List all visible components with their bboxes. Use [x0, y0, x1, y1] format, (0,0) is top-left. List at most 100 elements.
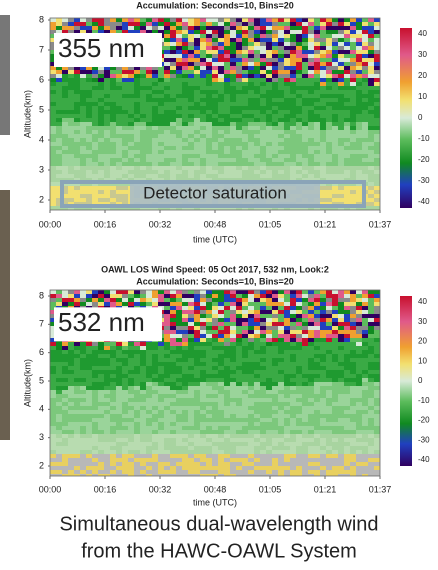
heatmap-cell: [212, 458, 218, 462]
heatmap-cell: [254, 98, 260, 102]
heatmap-cell: [206, 322, 212, 326]
heatmap-cell: [290, 294, 296, 298]
heatmap-cell: [230, 406, 236, 410]
heatmap-cell: [86, 298, 92, 302]
heatmap-cell: [296, 166, 302, 170]
heatmap-cell: [194, 430, 200, 434]
heatmap-cell: [296, 310, 302, 314]
heatmap-cell: [104, 26, 110, 30]
heatmap-cell: [350, 34, 356, 38]
heatmap-cell: [152, 74, 158, 78]
heatmap-cell: [206, 18, 212, 22]
heatmap-cell: [122, 406, 128, 410]
heatmap-cell: [188, 166, 194, 170]
heatmap-cell: [116, 370, 122, 374]
heatmap-cell: [254, 74, 260, 78]
heatmap-cell: [284, 110, 290, 114]
heatmap-cell: [362, 170, 368, 174]
heatmap-cell: [74, 294, 80, 298]
heatmap-cell: [200, 374, 206, 378]
heatmap-cell: [272, 318, 278, 322]
heatmap-cell: [242, 438, 248, 442]
heatmap-cell: [332, 458, 338, 462]
heatmap-cell: [266, 470, 272, 474]
heatmap-cell: [350, 78, 356, 82]
heatmap-cell: [272, 346, 278, 350]
heatmap-cell: [302, 322, 308, 326]
heatmap-cell: [290, 394, 296, 398]
heatmap-cell: [68, 362, 74, 366]
heatmap-cell: [152, 446, 158, 450]
heatmap-cell: [194, 130, 200, 134]
heatmap-cell: [278, 374, 284, 378]
heatmap-cell: [218, 34, 224, 38]
colorbar-tick-label: 30: [418, 50, 427, 59]
heatmap-cell: [116, 22, 122, 26]
heatmap-cell: [68, 186, 74, 190]
heatmap-cell: [62, 146, 68, 150]
heatmap-cell: [128, 290, 134, 294]
heatmap-cell: [164, 118, 170, 122]
heatmap-cell: [356, 118, 362, 122]
heatmap-cell: [236, 298, 242, 302]
heatmap-cell: [164, 58, 170, 62]
heatmap-cell: [152, 394, 158, 398]
heatmap-cell: [374, 190, 380, 194]
heatmap-cell: [212, 314, 218, 318]
heatmap-cell: [350, 194, 356, 198]
heatmap-cell: [194, 318, 200, 322]
heatmap-cell: [134, 370, 140, 374]
heatmap-cell: [212, 62, 218, 66]
heatmap-cell: [200, 174, 206, 178]
heatmap-cell: [248, 334, 254, 338]
heatmap-cell: [230, 162, 236, 166]
heatmap-cell: [320, 454, 326, 458]
heatmap-cell: [326, 174, 332, 178]
heatmap-cell: [314, 338, 320, 342]
heatmap-cell: [188, 362, 194, 366]
heatmap-cell: [56, 434, 62, 438]
heatmap-cell: [230, 90, 236, 94]
heatmap-cell: [326, 370, 332, 374]
heatmap-cell: [338, 330, 344, 334]
heatmap-cell: [146, 102, 152, 106]
heatmap-cell: [314, 122, 320, 126]
heatmap-cell: [356, 154, 362, 158]
heatmap-cell: [248, 46, 254, 50]
heatmap-cell: [308, 158, 314, 162]
heatmap-cell: [200, 138, 206, 142]
heatmap-cell: [278, 410, 284, 414]
heatmap-cell: [176, 366, 182, 370]
heatmap-cell: [224, 354, 230, 358]
heatmap-cell: [230, 322, 236, 326]
heatmap-cell: [338, 38, 344, 42]
heatmap-cell: [206, 330, 212, 334]
heatmap-cell: [260, 310, 266, 314]
heatmap-cell: [176, 414, 182, 418]
heatmap-cell: [140, 418, 146, 422]
heatmap-cell: [200, 382, 206, 386]
heatmap-cell: [236, 342, 242, 346]
heatmap-cell: [110, 70, 116, 74]
heatmap-cell: [230, 302, 236, 306]
heatmap-cell: [176, 290, 182, 294]
heatmap-cell: [200, 58, 206, 62]
heatmap-cell: [74, 378, 80, 382]
heatmap-cell: [152, 426, 158, 430]
heatmap-cell: [98, 430, 104, 434]
heatmap-cell: [74, 366, 80, 370]
heatmap-cell: [260, 102, 266, 106]
heatmap-cell: [92, 70, 98, 74]
heatmap-cell: [158, 462, 164, 466]
heatmap-cell: [308, 82, 314, 86]
heatmap-cell: [290, 342, 296, 346]
heatmap-cell: [296, 410, 302, 414]
heatmap-cell: [158, 22, 164, 26]
heatmap-cell: [140, 454, 146, 458]
heatmap-cell: [338, 410, 344, 414]
heatmap-cell: [158, 382, 164, 386]
heatmap-cell: [338, 118, 344, 122]
heatmap-cell: [236, 398, 242, 402]
heatmap-cell: [134, 382, 140, 386]
heatmap-cell: [50, 142, 56, 146]
